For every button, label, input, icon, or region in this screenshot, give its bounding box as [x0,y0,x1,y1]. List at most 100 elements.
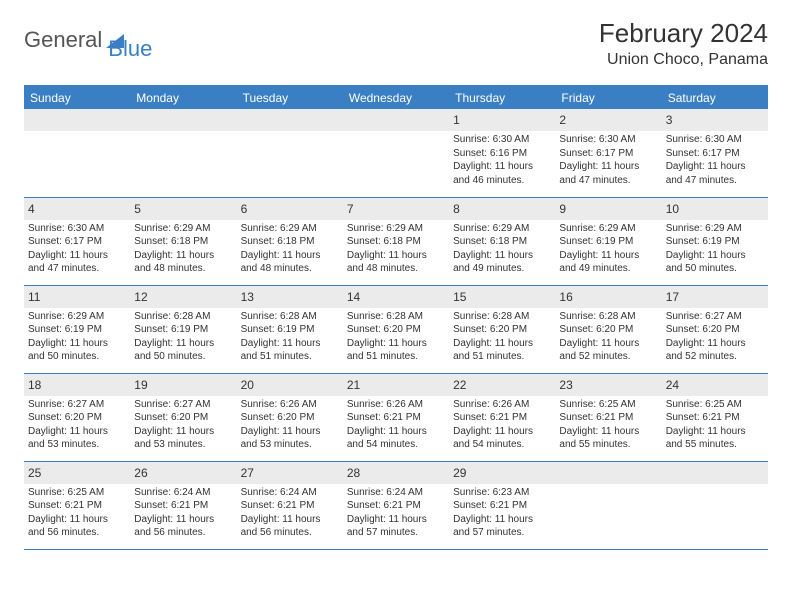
day-number: 20 [241,378,254,392]
day-cell-8: 8Sunrise: 6:29 AMSunset: 6:18 PMDaylight… [449,197,555,285]
calendar-row: 25Sunrise: 6:25 AMSunset: 6:21 PMDayligh… [24,461,768,549]
daynum-row [24,109,130,131]
daylight-line: Daylight: 11 hours and 52 minutes. [559,337,657,364]
weekday-sunday: Sunday [24,86,130,109]
daylight-line: Daylight: 11 hours and 55 minutes. [559,425,657,452]
day-cell-12: 12Sunrise: 6:28 AMSunset: 6:19 PMDayligh… [130,285,236,373]
day-cell-3: 3Sunrise: 6:30 AMSunset: 6:17 PMDaylight… [662,109,768,197]
daylight-line: Daylight: 11 hours and 53 minutes. [241,425,339,452]
day-number: 25 [28,466,41,480]
sunset-line: Sunset: 6:19 PM [559,235,657,249]
sunrise-line: Sunrise: 6:28 AM [134,310,232,324]
day-number: 8 [453,202,460,216]
daylight-line: Daylight: 11 hours and 49 minutes. [453,249,551,276]
weekday-friday: Friday [555,86,661,109]
daynum-row: 27 [237,462,343,484]
sunset-line: Sunset: 6:20 PM [134,411,232,425]
day-cell-10: 10Sunrise: 6:29 AMSunset: 6:19 PMDayligh… [662,197,768,285]
sunrise-line: Sunrise: 6:29 AM [453,222,551,236]
day-number: 5 [134,202,141,216]
sunset-line: Sunset: 6:21 PM [453,499,551,513]
day-cell-7: 7Sunrise: 6:29 AMSunset: 6:18 PMDaylight… [343,197,449,285]
daynum-row: 4 [24,198,130,220]
logo: General Blue [24,18,152,62]
daynum-row: 13 [237,286,343,308]
daynum-row [237,109,343,131]
daynum-row: 21 [343,374,449,396]
day-cell-17: 17Sunrise: 6:27 AMSunset: 6:20 PMDayligh… [662,285,768,373]
day-number: 24 [666,378,679,392]
daynum-row [555,462,661,484]
daylight-line: Daylight: 11 hours and 47 minutes. [28,249,126,276]
day-cell-26: 26Sunrise: 6:24 AMSunset: 6:21 PMDayligh… [130,461,236,549]
sunset-line: Sunset: 6:21 PM [241,499,339,513]
daynum-row: 11 [24,286,130,308]
sunrise-line: Sunrise: 6:25 AM [666,398,764,412]
day-cell-19: 19Sunrise: 6:27 AMSunset: 6:20 PMDayligh… [130,373,236,461]
daylight-line: Daylight: 11 hours and 56 minutes. [241,513,339,540]
day-number: 13 [241,290,254,304]
calendar-row: 11Sunrise: 6:29 AMSunset: 6:19 PMDayligh… [24,285,768,373]
sunset-line: Sunset: 6:18 PM [241,235,339,249]
sunrise-line: Sunrise: 6:30 AM [666,133,764,147]
daynum-row: 24 [662,374,768,396]
daylight-line: Daylight: 11 hours and 50 minutes. [134,337,232,364]
calendar-body: 1Sunrise: 6:30 AMSunset: 6:16 PMDaylight… [24,109,768,549]
day-number: 15 [453,290,466,304]
daynum-row: 14 [343,286,449,308]
sunrise-line: Sunrise: 6:28 AM [241,310,339,324]
location: Union Choco, Panama [599,51,768,69]
daylight-line: Daylight: 11 hours and 50 minutes. [28,337,126,364]
daynum-row: 15 [449,286,555,308]
sunrise-line: Sunrise: 6:28 AM [559,310,657,324]
daylight-line: Daylight: 11 hours and 48 minutes. [347,249,445,276]
day-number: 27 [241,466,254,480]
day-number [666,466,669,480]
daynum-row: 1 [449,109,555,131]
daynum-row: 17 [662,286,768,308]
logo-text-1: General [24,27,102,53]
day-cell-15: 15Sunrise: 6:28 AMSunset: 6:20 PMDayligh… [449,285,555,373]
day-number: 21 [347,378,360,392]
day-number: 23 [559,378,572,392]
daynum-row [662,462,768,484]
day-cell-14: 14Sunrise: 6:28 AMSunset: 6:20 PMDayligh… [343,285,449,373]
day-cell-empty [343,109,449,197]
sunset-line: Sunset: 6:20 PM [559,323,657,337]
sunrise-line: Sunrise: 6:30 AM [559,133,657,147]
sunrise-line: Sunrise: 6:27 AM [134,398,232,412]
weekday-wednesday: Wednesday [343,86,449,109]
day-number: 11 [28,290,40,304]
sunrise-line: Sunrise: 6:30 AM [453,133,551,147]
daynum-row: 9 [555,198,661,220]
calendar-row: 4Sunrise: 6:30 AMSunset: 6:17 PMDaylight… [24,197,768,285]
daylight-line: Daylight: 11 hours and 49 minutes. [559,249,657,276]
day-number: 16 [559,290,572,304]
sunrise-line: Sunrise: 6:24 AM [241,486,339,500]
day-number: 14 [347,290,360,304]
sunrise-line: Sunrise: 6:24 AM [347,486,445,500]
day-cell-empty [662,461,768,549]
day-cell-21: 21Sunrise: 6:26 AMSunset: 6:21 PMDayligh… [343,373,449,461]
daynum-row [343,109,449,131]
daylight-line: Daylight: 11 hours and 48 minutes. [134,249,232,276]
sunrise-line: Sunrise: 6:26 AM [453,398,551,412]
day-cell-4: 4Sunrise: 6:30 AMSunset: 6:17 PMDaylight… [24,197,130,285]
day-cell-empty [24,109,130,197]
day-number: 29 [453,466,466,480]
sunrise-line: Sunrise: 6:28 AM [347,310,445,324]
sunrise-line: Sunrise: 6:25 AM [559,398,657,412]
weekday-monday: Monday [130,86,236,109]
day-number: 2 [559,113,566,127]
day-number: 18 [28,378,41,392]
sunrise-line: Sunrise: 6:29 AM [347,222,445,236]
sunset-line: Sunset: 6:21 PM [28,499,126,513]
day-number: 26 [134,466,147,480]
weekday-thursday: Thursday [449,86,555,109]
day-cell-18: 18Sunrise: 6:27 AMSunset: 6:20 PMDayligh… [24,373,130,461]
day-cell-13: 13Sunrise: 6:28 AMSunset: 6:19 PMDayligh… [237,285,343,373]
sunrise-line: Sunrise: 6:24 AM [134,486,232,500]
title-block: February 2024 Union Choco, Panama [599,18,768,69]
daylight-line: Daylight: 11 hours and 57 minutes. [453,513,551,540]
day-cell-23: 23Sunrise: 6:25 AMSunset: 6:21 PMDayligh… [555,373,661,461]
